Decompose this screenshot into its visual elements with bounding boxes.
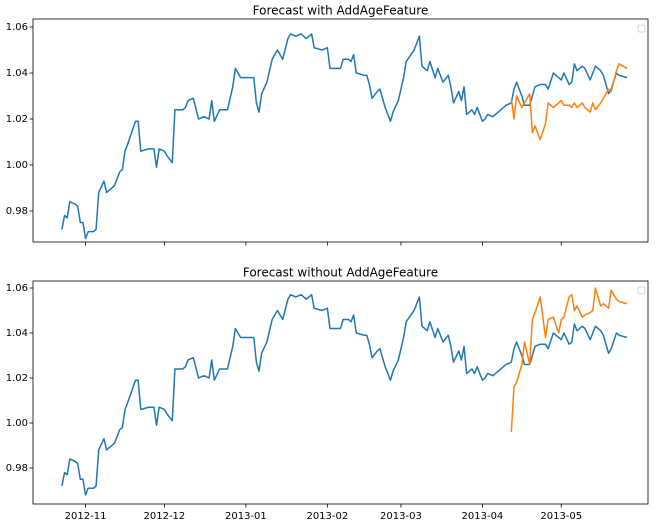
legend-box (637, 286, 646, 295)
y-tick-label: 1.04 (6, 328, 28, 339)
y-tick-label: 1.02 (6, 114, 28, 125)
x-tick-label: 2012-11 (65, 511, 107, 522)
legend-box (637, 24, 646, 33)
axes-frame (32, 280, 649, 505)
series-line (510, 63, 628, 141)
y-tick-label: 0.98 (6, 206, 28, 217)
chart-title: Forecast without AddAgeFeature (243, 266, 438, 280)
y-tick-label: 1.00 (6, 418, 28, 429)
y-tick-label: 1.06 (6, 283, 28, 294)
axes-frame (32, 18, 649, 243)
x-tick-label: 2012-12 (144, 511, 186, 522)
y-tick-label: 1.04 (6, 68, 28, 79)
y-tick-label: 0.98 (6, 463, 28, 474)
series-line (61, 33, 628, 240)
x-tick-label: 2013-05 (540, 511, 582, 522)
x-tick-label: 2013-02 (306, 511, 348, 522)
series-line (61, 293, 628, 496)
series-line (510, 287, 628, 433)
x-tick-label: 2013-04 (462, 511, 504, 522)
y-tick-label: 1.06 (6, 22, 28, 33)
x-tick-label: 2013-03 (380, 511, 422, 522)
y-tick-label: 1.02 (6, 373, 28, 384)
y-tick-label: 1.00 (6, 160, 28, 171)
chart-title: Forecast with AddAgeFeature (253, 4, 429, 18)
x-tick-label: 2013-01 (225, 511, 267, 522)
